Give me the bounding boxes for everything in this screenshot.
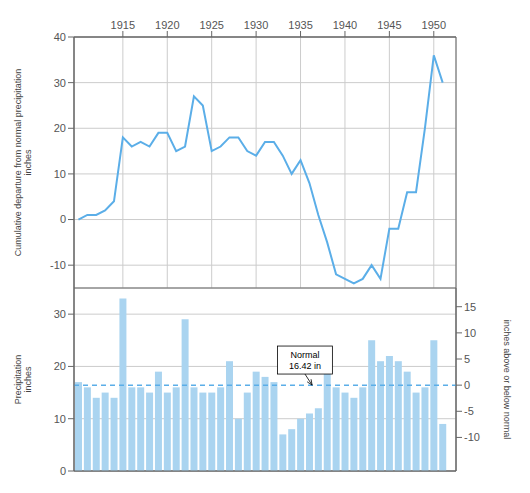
svg-text:-10: -10 <box>50 259 66 271</box>
svg-text:30: 30 <box>54 308 66 320</box>
svg-text:Cumulative departure from norm: Cumulative departure from normal precipi… <box>13 69 33 257</box>
svg-text:1950: 1950 <box>422 19 446 31</box>
svg-text:1925: 1925 <box>199 19 223 31</box>
svg-text:15: 15 <box>464 301 476 313</box>
svg-text:0: 0 <box>60 213 66 225</box>
svg-text:20: 20 <box>54 360 66 372</box>
svg-text:30: 30 <box>54 77 66 89</box>
svg-text:1930: 1930 <box>244 19 268 31</box>
svg-text:-5: -5 <box>464 405 474 417</box>
svg-text:-10: -10 <box>464 431 480 443</box>
svg-text:1920: 1920 <box>155 19 179 31</box>
svg-text:20: 20 <box>54 122 66 134</box>
svg-text:10: 10 <box>54 168 66 180</box>
svg-text:0: 0 <box>464 379 470 391</box>
svg-text:Precipitationinches: Precipitationinches <box>13 355 33 405</box>
svg-text:1945: 1945 <box>377 19 401 31</box>
svg-text:10: 10 <box>464 327 476 339</box>
svg-text:1940: 1940 <box>333 19 357 31</box>
svg-text:inches above or below normal: inches above or below normal <box>502 320 512 440</box>
svg-text:40: 40 <box>54 31 66 43</box>
svg-text:1935: 1935 <box>288 19 312 31</box>
svg-text:0: 0 <box>60 465 66 477</box>
svg-text:10: 10 <box>54 413 66 425</box>
svg-text:1915: 1915 <box>111 19 135 31</box>
svg-text:5: 5 <box>464 353 470 365</box>
svg-text:Normal16.42 in: Normal16.42 in <box>289 350 321 371</box>
